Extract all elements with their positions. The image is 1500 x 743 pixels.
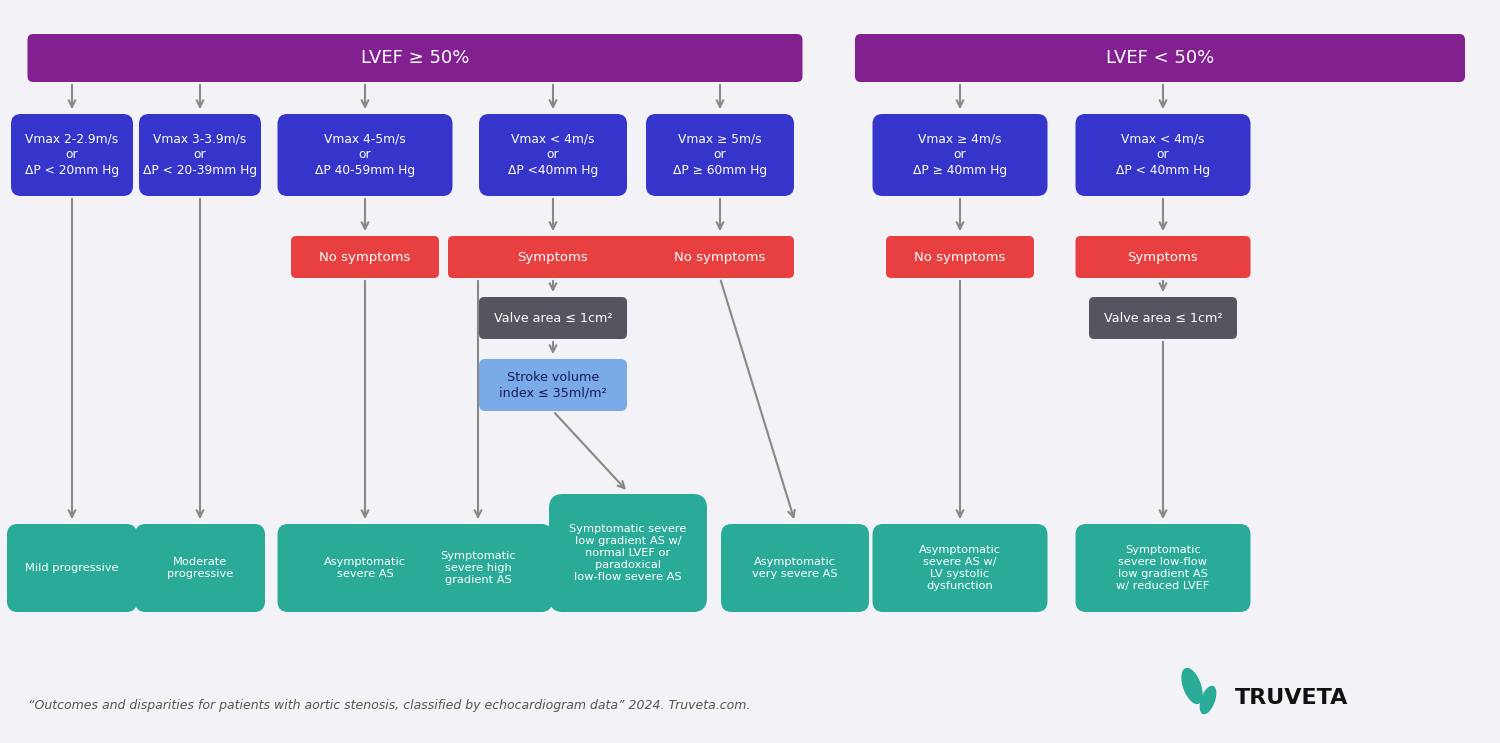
- Text: Vmax 4-5m/s
or
ΔP 40-59mm Hg: Vmax 4-5m/s or ΔP 40-59mm Hg: [315, 133, 416, 177]
- Text: Asymptomatic
severe AS w/
LV systolic
dysfunction: Asymptomatic severe AS w/ LV systolic dy…: [920, 545, 1001, 591]
- Polygon shape: [1182, 668, 1203, 704]
- FancyBboxPatch shape: [478, 114, 627, 196]
- Text: Symptoms: Symptoms: [1128, 250, 1198, 264]
- FancyBboxPatch shape: [722, 524, 868, 612]
- FancyBboxPatch shape: [1076, 524, 1251, 612]
- FancyBboxPatch shape: [886, 236, 1034, 278]
- Text: Vmax ≥ 4m/s
or
ΔP ≥ 40mm Hg: Vmax ≥ 4m/s or ΔP ≥ 40mm Hg: [914, 133, 1007, 177]
- FancyBboxPatch shape: [646, 114, 794, 196]
- Text: “Outcomes and disparities for patients with aortic stenosis, classified by echoc: “Outcomes and disparities for patients w…: [28, 698, 750, 712]
- FancyBboxPatch shape: [135, 524, 266, 612]
- Text: Symptomatic
severe high
gradient AS: Symptomatic severe high gradient AS: [440, 551, 516, 585]
- Text: Stroke volume
index ≤ 35ml/m²: Stroke volume index ≤ 35ml/m²: [500, 371, 608, 399]
- Text: Symptomatic
severe low-flow
low gradient AS
w/ reduced LVEF: Symptomatic severe low-flow low gradient…: [1116, 545, 1209, 591]
- FancyBboxPatch shape: [873, 114, 1047, 196]
- Text: Vmax 3-3.9m/s
or
ΔP < 20-39mm Hg: Vmax 3-3.9m/s or ΔP < 20-39mm Hg: [142, 133, 256, 177]
- Text: Valve area ≤ 1cm²: Valve area ≤ 1cm²: [494, 311, 612, 325]
- Text: TRUVETA: TRUVETA: [1234, 688, 1348, 708]
- FancyBboxPatch shape: [8, 524, 136, 612]
- FancyBboxPatch shape: [10, 114, 134, 196]
- Text: No symptoms: No symptoms: [915, 250, 1005, 264]
- FancyBboxPatch shape: [478, 359, 627, 411]
- FancyBboxPatch shape: [855, 34, 1466, 82]
- Polygon shape: [1200, 686, 1216, 714]
- Text: Symptomatic severe
low gradient AS w/
normal LVEF or
paradoxical
low-flow severe: Symptomatic severe low gradient AS w/ no…: [570, 524, 687, 582]
- Text: LVEF ≥ 50%: LVEF ≥ 50%: [362, 49, 470, 67]
- Text: Mild progressive: Mild progressive: [26, 563, 118, 573]
- Text: Vmax < 4m/s
or
ΔP < 40mm Hg: Vmax < 4m/s or ΔP < 40mm Hg: [1116, 133, 1210, 177]
- Text: Asymptomatic
severe AS: Asymptomatic severe AS: [324, 557, 406, 579]
- FancyBboxPatch shape: [1089, 297, 1238, 339]
- FancyBboxPatch shape: [278, 114, 453, 196]
- FancyBboxPatch shape: [448, 236, 658, 278]
- FancyBboxPatch shape: [1076, 114, 1251, 196]
- FancyBboxPatch shape: [646, 236, 794, 278]
- Text: Vmax 2-2.9m/s
or
ΔP < 20mm Hg: Vmax 2-2.9m/s or ΔP < 20mm Hg: [26, 133, 118, 177]
- FancyBboxPatch shape: [404, 524, 552, 612]
- Text: Moderate
progressive: Moderate progressive: [166, 557, 232, 579]
- Text: No symptoms: No symptoms: [320, 250, 411, 264]
- FancyBboxPatch shape: [291, 236, 440, 278]
- Text: Vmax < 4m/s
or
ΔP <40mm Hg: Vmax < 4m/s or ΔP <40mm Hg: [509, 133, 598, 177]
- Text: Symptoms: Symptoms: [518, 250, 588, 264]
- FancyBboxPatch shape: [1076, 236, 1251, 278]
- Text: LVEF < 50%: LVEF < 50%: [1106, 49, 1214, 67]
- FancyBboxPatch shape: [27, 34, 802, 82]
- FancyBboxPatch shape: [873, 524, 1047, 612]
- Text: No symptoms: No symptoms: [675, 250, 765, 264]
- FancyBboxPatch shape: [478, 297, 627, 339]
- Text: Asymptomatic
very severe AS: Asymptomatic very severe AS: [752, 557, 839, 579]
- FancyBboxPatch shape: [140, 114, 261, 196]
- Text: Vmax ≥ 5m/s
or
ΔP ≥ 60mm Hg: Vmax ≥ 5m/s or ΔP ≥ 60mm Hg: [674, 133, 766, 177]
- FancyBboxPatch shape: [278, 524, 453, 612]
- Text: Valve area ≤ 1cm²: Valve area ≤ 1cm²: [1104, 311, 1222, 325]
- FancyBboxPatch shape: [549, 494, 706, 612]
